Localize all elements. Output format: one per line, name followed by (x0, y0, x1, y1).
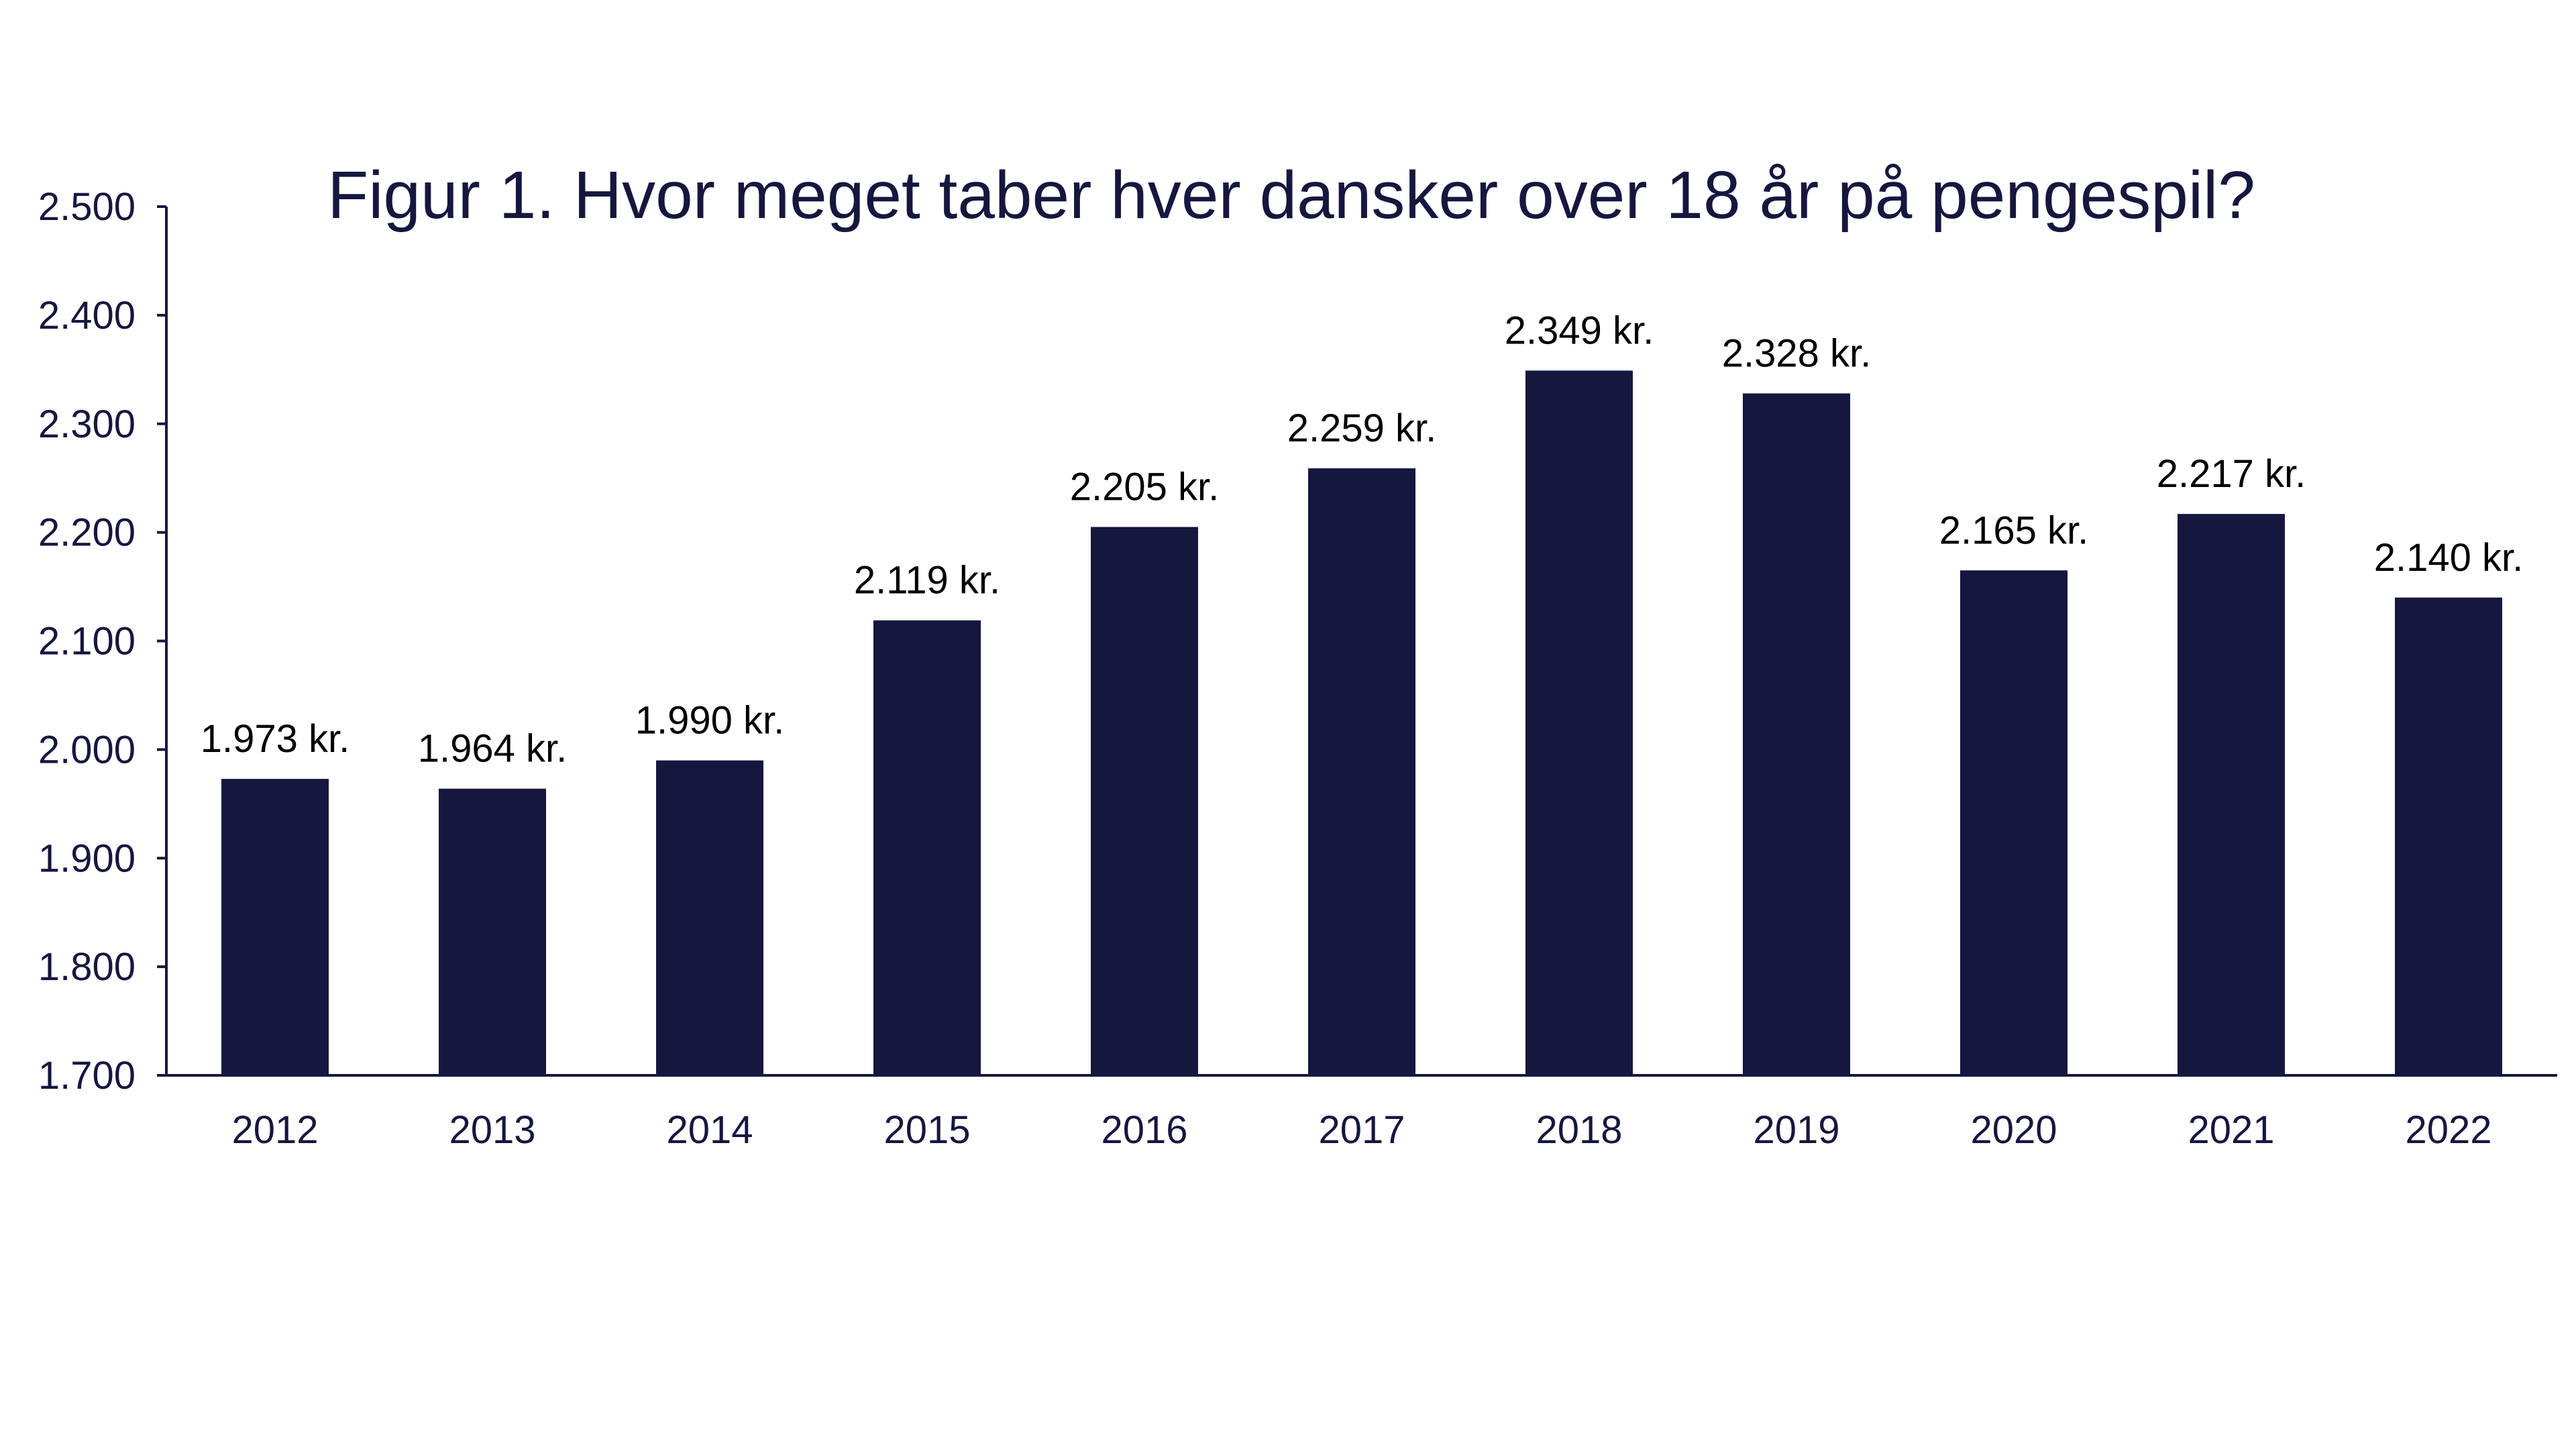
bars (221, 370, 2502, 1075)
x-tick-label-2021: 2021 (2188, 1108, 2274, 1152)
bar-2018 (1525, 370, 1633, 1075)
y-tick-label: 2.400 (38, 294, 136, 337)
bar-2022 (2395, 597, 2502, 1075)
data-label-2014: 1.990 kr. (635, 699, 784, 743)
bar-2017 (1308, 468, 1415, 1075)
bar-2020 (1960, 570, 2068, 1075)
data-label-2022: 2.140 kr. (2374, 536, 2523, 580)
data-label-2015: 2.119 kr. (854, 559, 1000, 602)
chart-title: Figur 1. Hvor meget taber hver dansker o… (327, 158, 2255, 233)
data-label-2017: 2.259 kr. (1287, 407, 1436, 450)
bar-2013 (439, 788, 546, 1075)
x-tick-label-2014: 2014 (666, 1108, 753, 1152)
y-tick-label: 2.000 (38, 728, 136, 771)
data-label-2021: 2.217 kr. (2157, 452, 2306, 496)
x-tick-label-2013: 2013 (449, 1108, 535, 1152)
data-label-2020: 2.165 kr. (1939, 508, 2088, 552)
data-label-2013: 1.964 kr. (418, 727, 567, 771)
x-axis: 2012 2013 2014 2015 2016 2017 2018 2019 2020 2021… (166, 1074, 2557, 1152)
x-tick-label-2012: 2012 (231, 1108, 318, 1152)
bar-2012 (221, 779, 329, 1075)
y-tick-label: 1.900 (38, 837, 136, 880)
y-tick-label: 2.500 (38, 185, 136, 229)
data-labels: 1.973 kr. 1.964 kr. 1.990 kr. 2.119 kr. 2.20… (201, 309, 2523, 770)
y-tick-label: 2.200 (38, 511, 136, 555)
y-tick-label: 1.800 (38, 945, 136, 989)
x-tick-label-2018: 2018 (1536, 1108, 1622, 1152)
bar-2014 (656, 760, 763, 1075)
x-tick-label-2015: 2015 (883, 1108, 970, 1152)
data-label-2018: 2.349 kr. (1505, 309, 1654, 352)
x-tick-label-2022: 2022 (2405, 1108, 2491, 1152)
y-tick-label: 1.700 (38, 1054, 136, 1097)
x-tick-label-2017: 2017 (1318, 1108, 1405, 1152)
data-label-2019: 2.328 kr. (1722, 331, 1871, 375)
data-label-2016: 2.205 kr. (1070, 466, 1219, 509)
bar-2019 (1743, 393, 1850, 1075)
bar-2016 (1091, 527, 1198, 1075)
x-tick-label-2020: 2020 (1970, 1108, 2057, 1152)
y-tick-label: 2.100 (38, 620, 136, 663)
x-tick-label-2019: 2019 (1753, 1108, 1839, 1152)
data-label-2012: 1.973 kr. (201, 717, 350, 761)
x-tick-label-2016: 2016 (1101, 1108, 1187, 1152)
y-axis: 1.700 1.800 1.900 2.000 2.100 2.200 2.300 2.400… (38, 185, 168, 1097)
y-tick-label: 2.300 (38, 402, 136, 446)
bar-2015 (873, 620, 981, 1075)
bar-2021 (2178, 514, 2285, 1075)
